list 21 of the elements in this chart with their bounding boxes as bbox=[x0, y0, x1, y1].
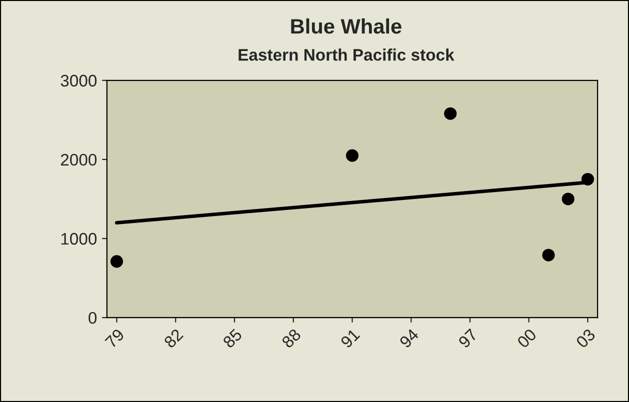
x-tick-label: 79 bbox=[104, 328, 125, 348]
point bbox=[581, 172, 594, 186]
point bbox=[346, 149, 359, 162]
y-tick-label: 2000 bbox=[60, 154, 97, 166]
x-tick-label: 91 bbox=[340, 328, 360, 349]
chart-title: Blue Whale bbox=[291, 18, 402, 34]
x-tick-label: 85 bbox=[222, 328, 243, 349]
y-tick-label: 3000 bbox=[60, 74, 97, 87]
x-tick-label: 94 bbox=[398, 328, 420, 349]
x-tick-label: 97 bbox=[458, 328, 478, 349]
x-tick-label: 88 bbox=[281, 328, 302, 349]
y-tick-label: 0 bbox=[88, 312, 97, 324]
x-tick-label: 00 bbox=[516, 328, 538, 349]
y-tick-label: 1000 bbox=[61, 232, 97, 245]
point bbox=[562, 192, 574, 206]
point bbox=[110, 255, 124, 268]
point bbox=[542, 248, 555, 262]
x-tick-label: 03 bbox=[575, 328, 596, 349]
x-tick-label: 82 bbox=[163, 328, 184, 349]
chart-subtitle: Eastern North Pacific stock bbox=[238, 48, 454, 61]
point bbox=[444, 107, 457, 120]
